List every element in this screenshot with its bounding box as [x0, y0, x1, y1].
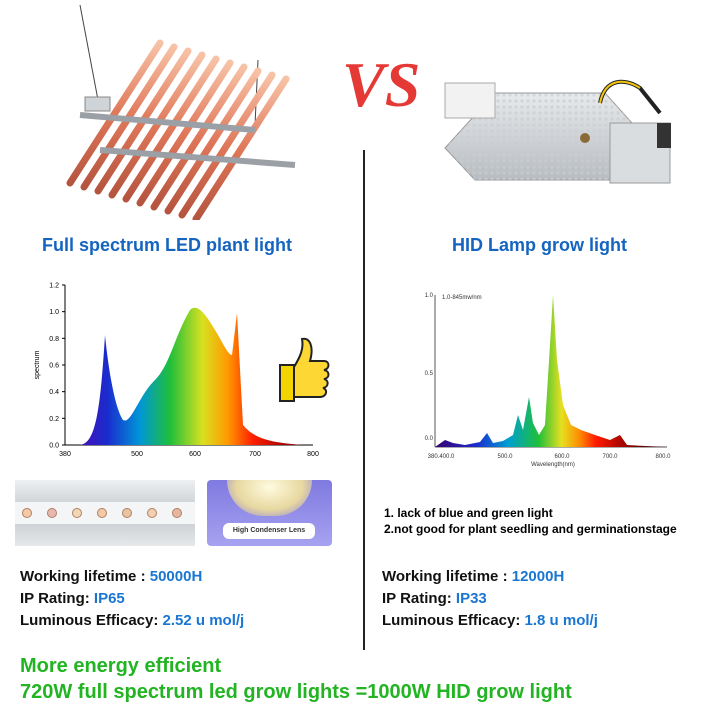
led-chip [47, 508, 57, 518]
hid-xtick-label: 500.0 [497, 454, 513, 460]
hid-spec-efficacy: Luminous Efficacy: 1.8 u mol/j [382, 610, 598, 632]
led-chip [72, 508, 82, 518]
center-divider [363, 150, 365, 650]
led-bar [108, 51, 206, 199]
led-spectrum-area [80, 307, 305, 445]
led-ytick-label: 0.4 [49, 389, 59, 396]
condenser-lens-image: High Condenser Lens [207, 480, 332, 546]
hid-xtick-label: 700.0 [602, 454, 618, 460]
hid-xtick-label: 600.0 [554, 454, 570, 460]
spec-label: Working lifetime : [382, 568, 512, 585]
led-xtick-label: 500 [131, 451, 143, 458]
spec-label: IP Rating: [20, 590, 94, 607]
led-chip [122, 508, 132, 518]
hid-note-2: 2.not good for plant seedling and germin… [384, 522, 677, 536]
hid-spec-lifetime: Working lifetime : 12000H [382, 566, 598, 588]
lens-dome [227, 480, 312, 516]
spec-value: 1.8 u mol/j [524, 612, 598, 629]
spec-value: IP33 [455, 590, 487, 607]
led-bar [66, 39, 164, 187]
led-xtick-label: 800 [307, 451, 319, 458]
hid-heading: HID Lamp grow light [452, 235, 627, 255]
led-chip [22, 508, 32, 518]
hid-xtick-label: 380.400.0 [428, 454, 455, 460]
hid-ytick-label: 1.0 [425, 293, 434, 299]
led-spec-lifetime: Working lifetime : 50000H [20, 566, 244, 588]
led-bar [192, 75, 290, 220]
led-bar [178, 71, 276, 219]
led-ytick-label: 1.2 [49, 283, 59, 290]
hid-ytick-label: 0.5 [425, 371, 434, 377]
hid-xlabel: Wavelength(nm) [531, 462, 575, 468]
led-bar [150, 63, 248, 211]
spec-value: 50000H [149, 568, 203, 585]
led-ytick-label: 0.6 [49, 363, 59, 370]
led-xtick-label: 700 [249, 451, 261, 458]
spec-label: IP Rating: [382, 590, 456, 607]
led-bar [122, 55, 220, 203]
hid-legend: 1.0-845mw/nm [442, 295, 482, 301]
led-bar [164, 67, 262, 215]
hid-specs: Working lifetime : 12000H IP Rating: IP3… [382, 566, 598, 632]
hid-lamp-image [444, 79, 671, 184]
led-grow-light-image [66, 5, 296, 220]
footer-line-2: 720W full spectrum led grow lights =1000… [20, 681, 572, 703]
led-chip [172, 508, 182, 518]
hid-spectrum-chart: 0.00.51.0 380.400.0 500.0 600.0 700.0 800.0 … [425, 293, 672, 468]
spec-label: Luminous Efficacy: [20, 612, 163, 629]
led-spectrum-chart: 0.0 0.2 0.4 0.6 0.8 1.0 1.2 380 500 600 700 800 sp… [34, 283, 319, 459]
hid-note-1: 1. lack of blue and green light [384, 506, 553, 520]
thumbs-up-icon [279, 337, 330, 402]
hid-ytick-label: 0.0 [425, 436, 434, 442]
led-ytick-label: 0.0 [49, 443, 59, 450]
led-xtick-label: 600 [189, 451, 201, 458]
led-ytick-label: 1.0 [49, 309, 59, 316]
spec-value: 2.52 u mol/j [162, 612, 245, 629]
led-ytick-label: 0.8 [49, 336, 59, 343]
footer-line-1: More energy efficient [20, 655, 222, 677]
spec-label: Luminous Efficacy: [382, 612, 525, 629]
led-heading: Full spectrum LED plant light [42, 235, 293, 255]
led-chip [147, 508, 157, 518]
hid-spec-ip: IP Rating: IP33 [382, 588, 598, 610]
led-bar [136, 59, 234, 207]
led-module-image [15, 480, 195, 546]
spec-label: Working lifetime : [20, 568, 150, 585]
led-spec-ip: IP Rating: IP65 [20, 588, 244, 610]
led-ytick-label: 0.2 [49, 416, 59, 423]
led-ylabel: spectrum [34, 350, 41, 379]
led-spec-efficacy: Luminous Efficacy: 2.52 u mol/j [20, 610, 244, 632]
vs-label: VS [342, 49, 421, 120]
led-chip [97, 508, 107, 518]
hid-spectrum-area [435, 295, 667, 447]
spec-value: 12000H [511, 568, 565, 585]
led-specs: Working lifetime : 50000H IP Rating: IP6… [20, 566, 244, 632]
spec-value: IP65 [93, 590, 125, 607]
lens-label: High Condenser Lens [223, 523, 315, 539]
hid-xtick-label: 800.0 [655, 454, 671, 460]
led-xtick-label: 380 [59, 451, 71, 458]
